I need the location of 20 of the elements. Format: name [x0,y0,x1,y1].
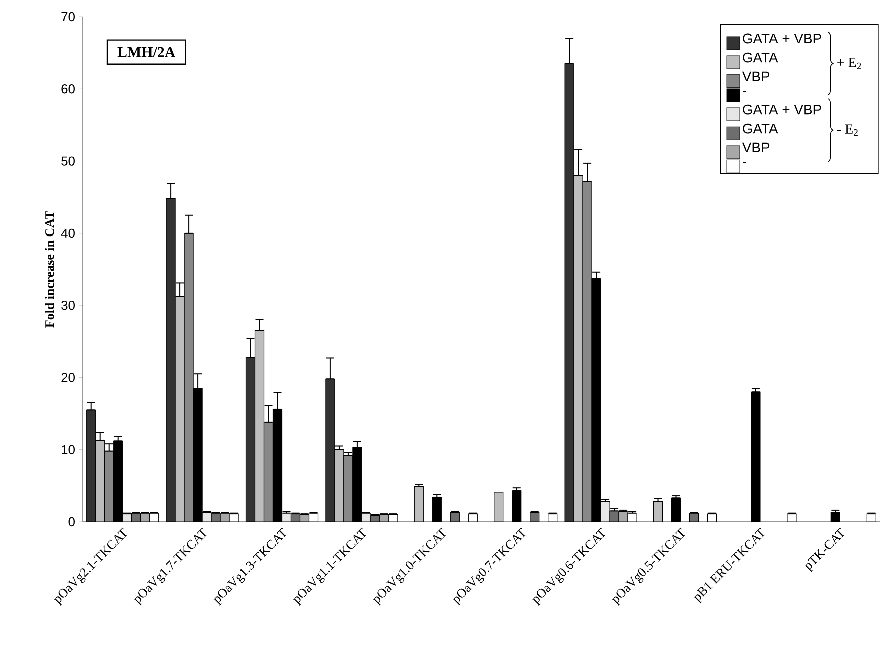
y-tick-label: 30 [62,300,75,310]
y-tick-label: 70 [62,12,75,22]
y-tick-label: 20 [62,373,75,382]
y-tick-label: 0 [68,517,75,527]
y-tick-label: 50 [62,156,75,166]
legend-label: VBP [742,142,770,153]
text: LMH/2A [118,47,176,58]
y-axis-title: Fold increase in CAT [45,211,54,328]
y-tick-label: 10 [62,445,75,454]
legend-label: GATA + VBP [743,34,822,44]
legend-label: GATA + VBP [743,104,822,115]
legend-label: GATA [743,124,778,134]
legend-label: - [743,91,746,92]
legend-label: GATA [743,52,778,63]
legend-label: - [743,162,746,164]
annotation: - E$_{2}$ [837,124,858,136]
annotation: + E$_{2}$ [838,58,862,70]
y-tick-label: 40 [61,228,75,238]
legend-label: VBP [742,72,770,82]
y-tick-label: 60 [62,84,75,94]
